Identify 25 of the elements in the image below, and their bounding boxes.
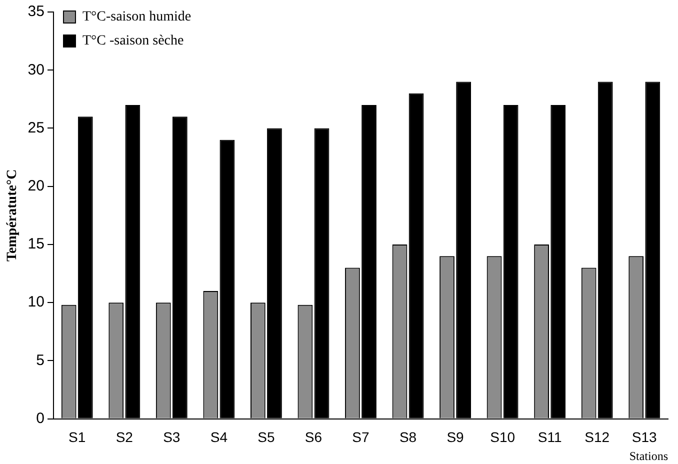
x-tick-label: S13 xyxy=(632,429,658,446)
y-tick-label: 30 xyxy=(28,61,44,78)
y-tick-label: 35 xyxy=(28,3,44,20)
x-tick-label: S4 xyxy=(210,429,228,446)
y-axis-title: Températute°C xyxy=(5,169,20,262)
x-tick-label: S9 xyxy=(446,429,464,446)
y-tick-label: 15 xyxy=(28,236,44,253)
x-tick-label: S8 xyxy=(399,429,417,446)
y-tick-label: 10 xyxy=(28,294,44,311)
x-tick-label: S5 xyxy=(258,429,275,446)
x-tick-label: S11 xyxy=(538,429,562,446)
x-tick-label: S6 xyxy=(304,429,322,446)
x-tick-label: S7 xyxy=(352,429,370,446)
x-axis-title: Stations xyxy=(629,448,668,463)
legend-label: T°C-saison humide xyxy=(82,10,192,25)
x-tick-label: S3 xyxy=(163,429,180,446)
x-tick-label: S12 xyxy=(584,429,610,446)
y-tick-label: 25 xyxy=(28,119,44,136)
y-tick-label: 5 xyxy=(36,352,44,369)
x-tick-label: S1 xyxy=(68,429,86,446)
legend-label: T°C -saison sèche xyxy=(82,34,184,49)
y-tick-label: 0 xyxy=(36,410,44,427)
x-tick-label: S10 xyxy=(490,429,516,446)
x-tick-label: S2 xyxy=(116,429,134,446)
y-tick-label: 20 xyxy=(28,177,44,194)
